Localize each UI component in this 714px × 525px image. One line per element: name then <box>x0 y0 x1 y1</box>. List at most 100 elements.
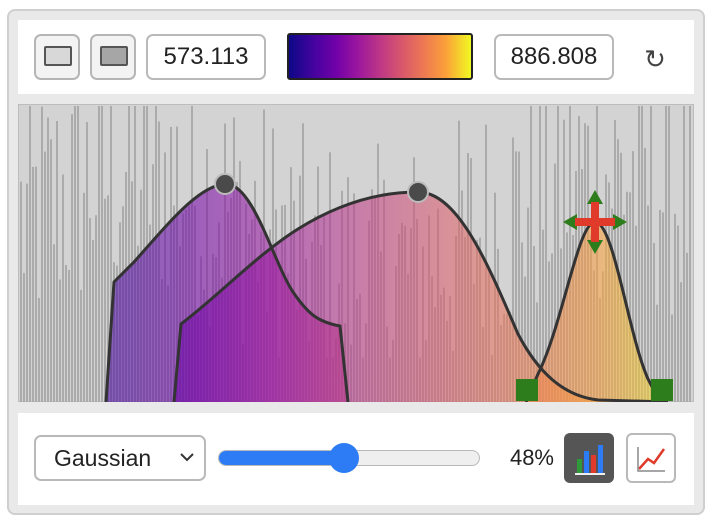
histogram-bar <box>674 213 676 402</box>
line-chart-icon <box>637 447 666 472</box>
light-swatch-icon <box>44 46 72 66</box>
max-value-field[interactable]: 886.808 <box>494 34 614 80</box>
dark-swatch-icon <box>100 46 128 66</box>
histogram-bar <box>512 137 514 402</box>
min-value-field[interactable]: 573.113 <box>146 34 266 80</box>
histogram-bar <box>647 205 649 402</box>
histogram-bar <box>563 119 565 402</box>
histogram-bar <box>689 106 691 402</box>
histogram-bar <box>47 117 49 402</box>
histogram-bar <box>38 297 40 402</box>
histogram-bar <box>26 183 28 402</box>
histogram-bar <box>134 106 136 402</box>
histogram-bar <box>626 191 628 402</box>
bottom-toolbar: Gaussian 48% <box>18 413 694 505</box>
histogram-bar <box>629 192 631 402</box>
reset-icon[interactable]: ↻ <box>644 43 666 74</box>
bar-chart-icon <box>575 445 605 475</box>
anchor-handle-right[interactable] <box>651 379 673 401</box>
histogram-bar <box>668 106 670 402</box>
histogram-bar <box>71 114 73 402</box>
histogram-bar <box>659 209 661 402</box>
histogram-bar <box>59 279 61 402</box>
histogram-bar <box>554 163 556 402</box>
histogram-bar <box>77 106 79 402</box>
histogram-bar <box>53 244 55 402</box>
histogram-bar <box>545 106 547 402</box>
histogram-bar <box>656 304 658 402</box>
histogram-bar <box>569 106 571 402</box>
transfer-function-plot[interactable] <box>18 104 694 402</box>
anchor-handle-left[interactable] <box>516 379 538 401</box>
histogram-bar <box>20 181 22 402</box>
histogram-bar <box>662 212 664 402</box>
histogram-bar <box>671 314 673 402</box>
histogram-bar <box>548 261 550 402</box>
histogram-bar <box>515 151 517 402</box>
opacity-slider-thumb[interactable] <box>328 443 359 473</box>
chevron-down-icon <box>180 453 194 462</box>
histogram-bar <box>29 106 31 402</box>
opacity-slider-fill <box>219 451 345 465</box>
histogram-bar <box>65 264 67 402</box>
histogram-bar <box>527 207 529 402</box>
move-handle-icon[interactable] <box>563 190 627 254</box>
histogram-bar <box>665 106 667 402</box>
histogram-bar <box>101 106 103 402</box>
histogram-bar <box>533 245 535 402</box>
histogram-bar <box>23 272 25 402</box>
peak-handle-2[interactable] <box>407 181 429 203</box>
histogram-bar <box>539 106 541 402</box>
histogram-bar <box>650 106 652 402</box>
histogram-bar <box>524 276 526 402</box>
function-select[interactable]: Gaussian <box>34 435 206 481</box>
colormap-gradient[interactable] <box>287 33 473 80</box>
histogram-bar <box>557 106 559 402</box>
histogram-bar <box>521 242 523 402</box>
histogram-view-button[interactable] <box>564 433 614 483</box>
histogram-bar <box>644 147 646 402</box>
histogram-bar <box>518 151 520 402</box>
histogram-bar <box>680 282 682 402</box>
histogram-bar <box>542 229 544 402</box>
histogram-bar <box>641 106 643 402</box>
histogram-bar <box>56 121 58 402</box>
histogram-bar <box>536 302 538 402</box>
histogram-bar <box>74 106 76 402</box>
function-select-value: Gaussian <box>54 444 152 471</box>
histogram-bar <box>635 225 637 402</box>
toolbar: 573.113 886.808 ↻ <box>18 20 694 94</box>
histogram-bar <box>677 225 679 402</box>
histogram-bar <box>50 139 52 402</box>
histogram-bar <box>68 269 70 402</box>
histogram-bar <box>110 106 112 402</box>
histogram-bar <box>86 122 88 402</box>
histogram-bar <box>128 106 130 402</box>
histogram-bar <box>104 198 106 402</box>
histogram-bar <box>551 253 553 402</box>
histogram-bar <box>32 166 34 402</box>
histogram-bar <box>632 151 634 402</box>
dark-background-button[interactable] <box>90 34 136 80</box>
histogram-bar <box>530 106 532 402</box>
line-view-button[interactable] <box>626 433 676 483</box>
histogram-bar <box>638 106 640 402</box>
histogram-bar <box>683 106 685 402</box>
histogram-bar <box>35 166 37 402</box>
tf-lobe-3-fill <box>526 222 660 402</box>
histogram-bar <box>89 218 91 402</box>
peak-handle-1[interactable] <box>214 173 236 195</box>
histogram-bar <box>44 151 46 402</box>
histogram-bar <box>80 289 82 402</box>
opacity-percent: 48% <box>509 445 554 470</box>
light-background-button[interactable] <box>34 34 80 80</box>
tf-curve-1[interactable] <box>104 182 350 402</box>
histogram-bar <box>41 106 43 402</box>
histogram-bar <box>83 192 85 402</box>
histogram-bar <box>95 215 97 402</box>
histogram-bar <box>653 242 655 402</box>
tf-lobe-2-fill <box>174 192 668 402</box>
histogram-bar <box>62 174 64 402</box>
histogram-bar <box>107 195 109 402</box>
histogram-bar <box>98 106 100 402</box>
